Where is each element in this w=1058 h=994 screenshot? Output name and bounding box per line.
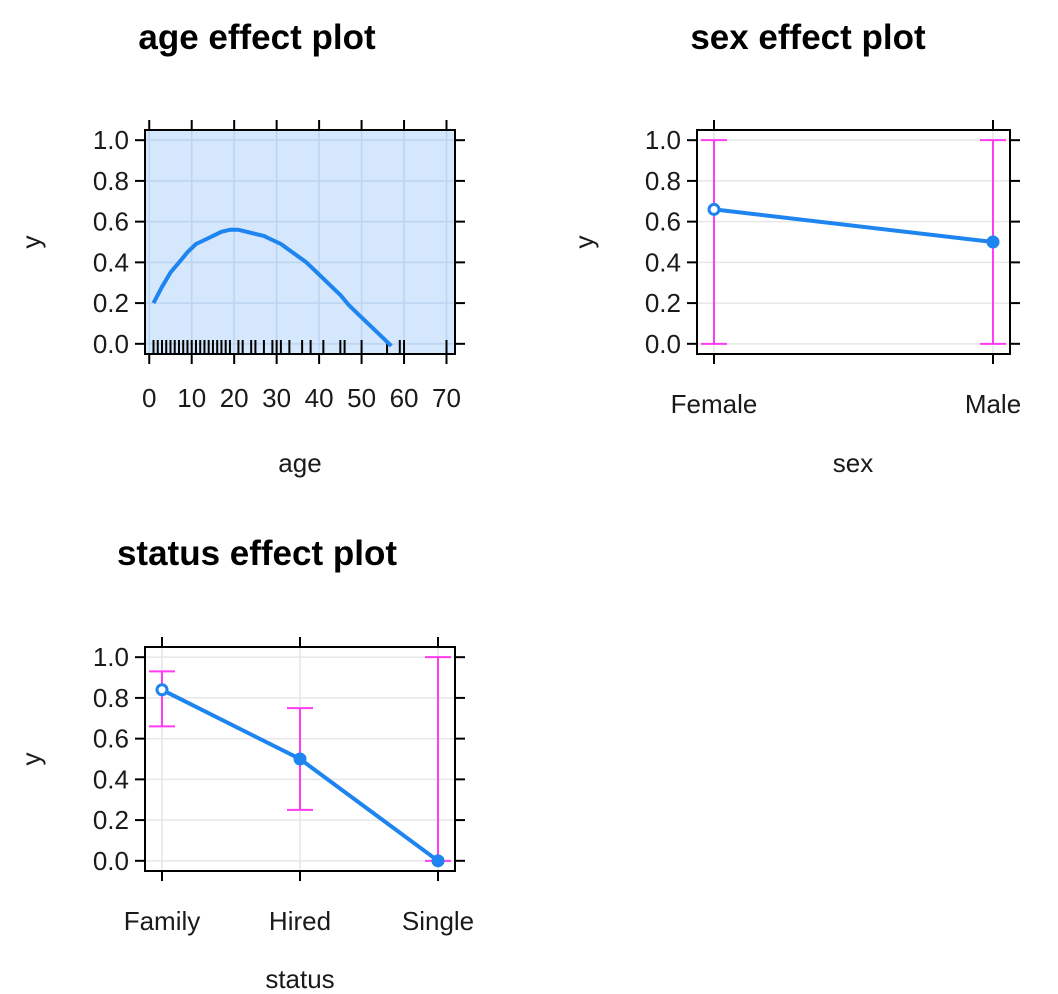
y-tick-label: 1.0 <box>93 642 129 672</box>
x-tick-label: 20 <box>220 383 249 413</box>
x-tick-label: 70 <box>432 383 461 413</box>
y-tick-label: 0.2 <box>93 288 129 318</box>
y-tick-label: 0.4 <box>93 764 129 794</box>
status-panel-title: status effect plot <box>117 534 397 573</box>
effect-point <box>293 752 307 766</box>
age-plot-frame <box>144 129 456 355</box>
y-tick-label: 0.0 <box>645 329 681 359</box>
sex-effect-series <box>701 139 1006 345</box>
y-tick-label: 0.8 <box>93 683 129 713</box>
x-tick-label: Male <box>965 389 1021 419</box>
x-tick-label: Family <box>124 906 201 936</box>
y-tick-label: 0.8 <box>93 166 129 196</box>
x-tick-label: 50 <box>347 383 376 413</box>
age-effect-line <box>151 227 393 348</box>
y-tick-label: 0.6 <box>645 207 681 237</box>
status-x-axis-label: status <box>265 964 334 994</box>
sex-effect-panel: sex effect plot 0.0 0.2 0.4 0.6 0.8 1.0 Female… <box>569 18 1021 478</box>
effect-point <box>707 202 721 216</box>
y-tick-label: 0.4 <box>645 247 681 277</box>
y-tick-label: 0.0 <box>93 846 129 876</box>
x-tick-label: 40 <box>305 383 334 413</box>
age-x-axis-label: age <box>278 448 321 478</box>
status-axis-ticks: 0.0 0.2 0.4 0.6 0.8 1.0 Family Hired Single <box>93 637 474 936</box>
status-effect-panel: status effect plot 0.0 0.2 0.4 0.6 0.8 1.0 Fam… <box>16 534 474 994</box>
sex-panel-title: sex effect plot <box>690 18 926 57</box>
status-y-axis-label: y <box>16 753 46 766</box>
sex-axis-ticks: 0.0 0.2 0.4 0.6 0.8 1.0 Female Male <box>645 120 1021 419</box>
effect-line <box>713 207 994 244</box>
status-effect-series <box>149 656 451 868</box>
y-tick-label: 0.4 <box>93 247 129 277</box>
effect-point <box>431 854 445 868</box>
y-tick-label: 0.6 <box>93 724 129 754</box>
y-tick-label: 0.2 <box>645 288 681 318</box>
y-tick-label: 1.0 <box>93 125 129 155</box>
x-tick-label: 60 <box>390 383 419 413</box>
y-tick-label: 0.6 <box>93 207 129 237</box>
y-tick-label: 0.0 <box>93 329 129 359</box>
y-tick-label: 0.2 <box>93 805 129 835</box>
x-tick-label: 10 <box>177 383 206 413</box>
x-tick-label: Hired <box>269 906 331 936</box>
sex-grid <box>697 130 1010 354</box>
x-tick-label: Single <box>402 906 474 936</box>
sex-plot-frame <box>696 129 1011 355</box>
y-tick-label: 0.8 <box>645 166 681 196</box>
x-tick-label: Female <box>671 389 758 419</box>
age-effect-panel: age effect plot 0.0 0.2 0.4 0.6 0.8 1.0 0 10 20 3… <box>16 18 465 478</box>
sex-y-axis-label: y <box>569 236 599 249</box>
effect-point <box>155 683 169 697</box>
age-rug-marks <box>152 340 448 354</box>
y-tick-label: 1.0 <box>645 125 681 155</box>
sex-x-axis-label: sex <box>833 448 873 478</box>
x-tick-label: 30 <box>262 383 291 413</box>
age-panel-title: age effect plot <box>138 18 376 57</box>
x-tick-label: 0 <box>142 383 156 413</box>
age-axis-ticks: 0.0 0.2 0.4 0.6 0.8 1.0 0 10 20 30 40 50 60 70 <box>93 120 465 413</box>
effect-point <box>986 235 1000 249</box>
age-y-axis-label: y <box>16 236 46 249</box>
